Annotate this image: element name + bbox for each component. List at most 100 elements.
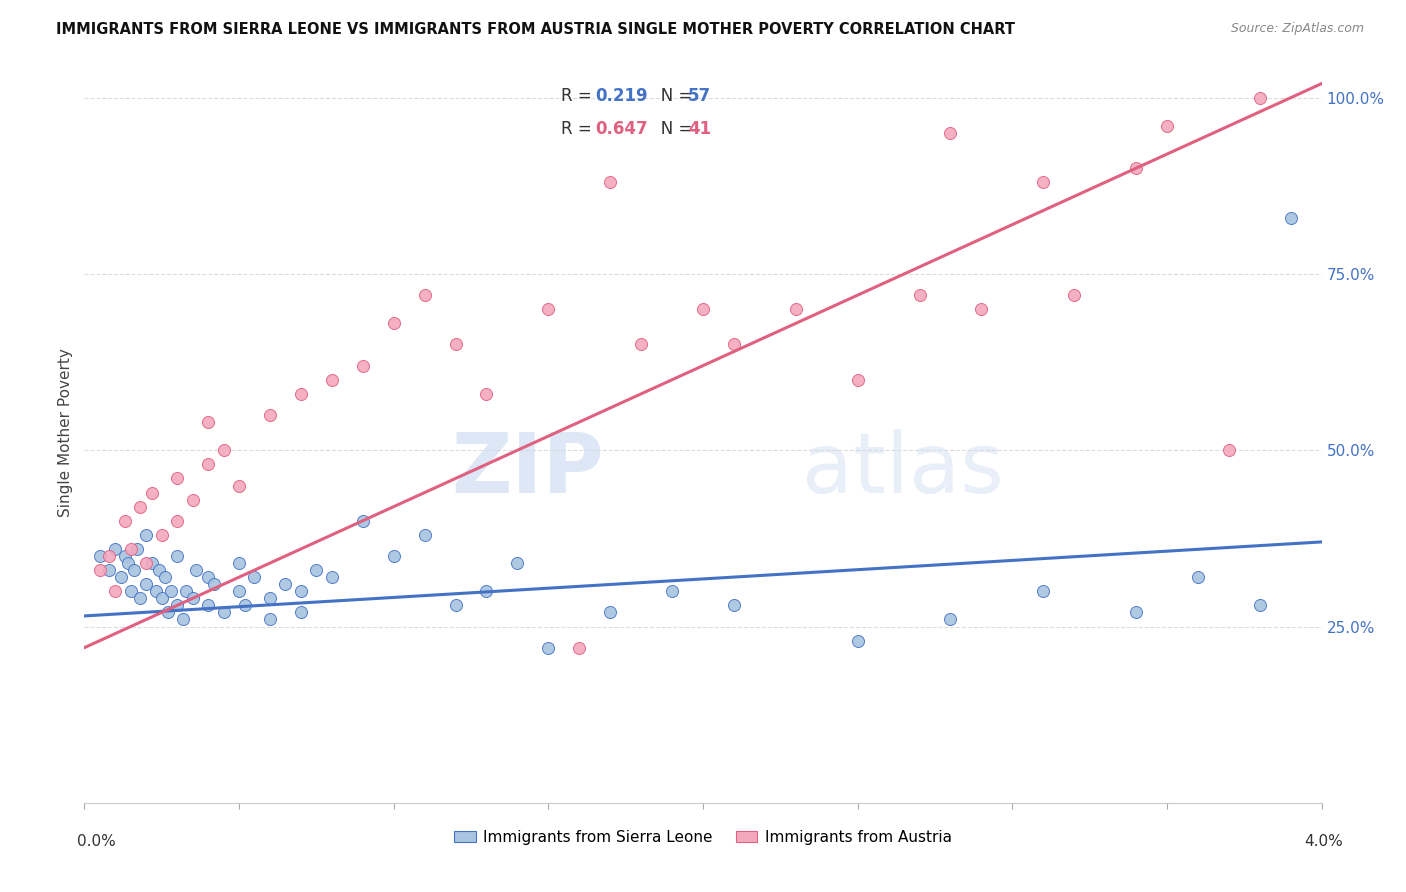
Point [166,599,188,613]
Point [125,541,148,556]
Text: 4.0%: 4.0% [1303,834,1343,848]
Point [114,549,136,563]
Point [197,458,219,472]
Point [150,528,173,542]
Point [160,584,183,599]
Point [475,387,498,401]
Point [1218,443,1240,458]
Point [1249,599,1271,613]
Point [413,288,436,302]
Point [228,584,250,599]
Text: ZIP: ZIP [451,429,605,510]
Point [1032,175,1054,189]
Text: N =: N = [645,87,697,104]
Point [1279,211,1302,225]
Point [117,556,139,570]
Text: 57: 57 [688,87,711,104]
Point [1125,606,1147,620]
Point [148,563,170,577]
Point [141,556,163,570]
Point [274,577,297,591]
Point [723,337,745,351]
Point [156,606,179,620]
Point [939,612,962,626]
Point [228,556,250,570]
Point [305,563,328,577]
Point [89,563,111,577]
Point [176,584,198,599]
Point [599,175,621,189]
Point [98,549,121,563]
Point [98,563,121,577]
Point [114,514,136,528]
Point [212,606,235,620]
Point [290,606,312,620]
Point [172,612,194,626]
Point [135,528,157,542]
Point [352,514,374,528]
Point [110,570,132,584]
Point [202,577,225,591]
Point [475,584,498,599]
Point [233,599,256,613]
Point [290,584,312,599]
Point [104,584,127,599]
Point [970,302,993,317]
Point [939,126,962,140]
Text: R =: R = [561,87,596,104]
Point [259,591,281,606]
Point [444,599,467,613]
Point [1063,288,1085,302]
Point [181,591,204,606]
Point [228,478,250,492]
Point [141,485,163,500]
Point [166,471,188,485]
Point [135,556,157,570]
Point [243,570,266,584]
Point [785,302,807,317]
Point [506,556,529,570]
Point [197,599,219,613]
Point [321,373,343,387]
Point [184,563,207,577]
Point [568,640,591,655]
Point [661,584,683,599]
Text: R =: R = [561,120,596,138]
Legend: Immigrants from Sierra Leone, Immigrants from Austria: Immigrants from Sierra Leone, Immigrants… [449,823,957,851]
Text: Source: ZipAtlas.com: Source: ZipAtlas.com [1230,22,1364,36]
Text: 0.219: 0.219 [595,87,648,104]
Point [153,570,176,584]
Text: atlas: atlas [801,429,1004,510]
Point [723,599,745,613]
Point [259,408,281,422]
Point [122,563,145,577]
Point [1032,584,1054,599]
Text: N =: N = [645,120,697,138]
Point [129,500,152,514]
Point [692,302,714,317]
Text: 0.0%: 0.0% [77,834,117,848]
Point [181,492,204,507]
Point [630,337,652,351]
Point [537,302,560,317]
Point [444,337,467,351]
Point [212,443,235,458]
Point [104,541,127,556]
Y-axis label: Single Mother Poverty: Single Mother Poverty [58,348,73,517]
Point [413,528,436,542]
Point [352,359,374,373]
Point [166,549,188,563]
Point [166,514,188,528]
Text: IMMIGRANTS FROM SIERRA LEONE VS IMMIGRANTS FROM AUSTRIA SINGLE MOTHER POVERTY CO: IMMIGRANTS FROM SIERRA LEONE VS IMMIGRAN… [56,22,1015,37]
Point [150,591,173,606]
Point [846,633,869,648]
Point [1125,161,1147,176]
Point [846,373,869,387]
Point [145,584,167,599]
Point [908,288,931,302]
Point [120,541,142,556]
Point [1156,119,1178,133]
Point [89,549,111,563]
Point [1249,91,1271,105]
Point [382,316,405,330]
